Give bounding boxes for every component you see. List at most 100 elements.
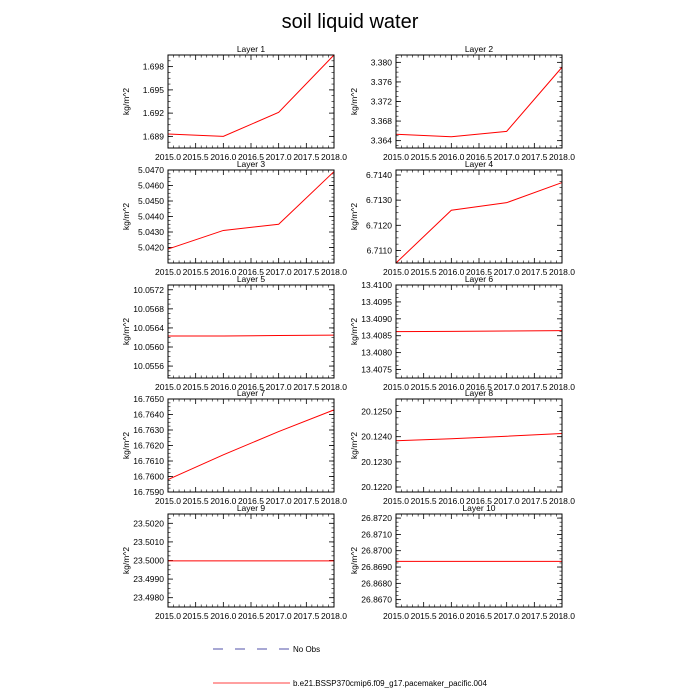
x-tick-label: 2015.0 <box>155 152 181 162</box>
x-tick-label: 2018.0 <box>549 267 575 277</box>
x-tick-label: 2015.5 <box>411 496 437 506</box>
y-tick-label: 3.368 <box>371 116 393 126</box>
series-line-1 <box>167 54 335 137</box>
y-tick-label: 20.1240 <box>361 432 392 442</box>
y-tick-label: 5.0440 <box>138 212 164 222</box>
x-tick-label: 2015.0 <box>155 496 181 506</box>
series-line-1 <box>395 66 563 138</box>
x-tick-label: 2017.5 <box>293 496 319 506</box>
plot-frame <box>167 398 335 493</box>
x-tick-label: 2016.5 <box>466 267 492 277</box>
y-tick-label: 5.0420 <box>138 243 164 253</box>
x-tick-label: 2015.5 <box>183 267 209 277</box>
x-tick-label: 2017.0 <box>266 267 292 277</box>
x-tick-label: 2018.0 <box>549 382 575 392</box>
y-axis-label: kg/m^2 <box>121 318 131 345</box>
y-tick-label: 16.7640 <box>133 410 164 420</box>
series-line-1 <box>168 334 335 337</box>
x-tick-label: 2015.5 <box>411 382 437 392</box>
y-tick-label: 13.4075 <box>361 365 392 375</box>
y-tick-label: 16.7620 <box>133 441 164 451</box>
y-tick-label: 10.0572 <box>133 285 164 295</box>
x-tick-label: 2018.0 <box>549 496 575 506</box>
x-tick-label: 2015.0 <box>155 267 181 277</box>
y-axis-label: kg/m^2 <box>121 88 131 115</box>
series-line-1 <box>395 330 563 333</box>
x-tick-label: 2016.0 <box>438 382 464 392</box>
y-tick-label: 16.7650 <box>133 394 164 404</box>
x-tick-label: 2016.5 <box>238 611 264 621</box>
x-tick-label: 2017.0 <box>494 496 520 506</box>
y-tick-label: 6.7110 <box>367 245 393 255</box>
series-line-1 <box>395 432 563 442</box>
x-tick-label: 2015.0 <box>155 611 181 621</box>
x-tick-label: 2017.0 <box>266 152 292 162</box>
plot-frame <box>395 398 563 493</box>
x-tick-label: 2017.5 <box>521 267 547 277</box>
y-tick-label: 3.364 <box>371 136 393 146</box>
y-tick-label: 23.5000 <box>133 556 164 566</box>
y-axis-label: kg/m^2 <box>121 547 131 574</box>
x-tick-label: 2016.5 <box>238 267 264 277</box>
series-line-1 <box>395 182 563 264</box>
y-tick-label: 1.695 <box>143 85 165 95</box>
x-tick-label: 2016.0 <box>438 496 464 506</box>
legend-label-no-obs: No Obs <box>293 645 320 654</box>
x-tick-label: 2015.5 <box>411 611 437 621</box>
y-tick-label: 20.1250 <box>361 407 392 417</box>
y-tick-label: 10.0564 <box>133 323 164 333</box>
x-tick-label: 2017.5 <box>521 382 547 392</box>
y-axis-label: kg/m^2 <box>349 432 359 459</box>
x-tick-label: 2017.0 <box>266 496 292 506</box>
x-tick-label: 2015.0 <box>383 382 409 392</box>
plot-frame <box>167 284 335 379</box>
x-tick-label: 2018.0 <box>549 611 575 621</box>
y-tick-label: 3.376 <box>371 77 393 87</box>
y-axis-label: kg/m^2 <box>121 432 131 459</box>
x-tick-label: 2017.0 <box>266 382 292 392</box>
x-tick-label: 2018.0 <box>321 152 347 162</box>
y-tick-label: 23.5020 <box>133 518 164 528</box>
x-tick-label: 2016.0 <box>438 267 464 277</box>
x-tick-label: 2016.0 <box>210 152 236 162</box>
x-tick-label: 2015.5 <box>183 496 209 506</box>
legend: No Obs b.e21.BSSP370cmip6.f09_g17.pacema… <box>213 645 487 688</box>
plot-frame <box>395 513 563 608</box>
y-tick-label: 5.0430 <box>138 227 164 237</box>
y-tick-label: 10.0556 <box>133 361 164 371</box>
y-tick-label: 26.8690 <box>361 562 392 572</box>
y-tick-label: 3.380 <box>371 57 393 67</box>
y-tick-label: 16.7610 <box>133 456 164 466</box>
x-tick-label: 2017.0 <box>494 152 520 162</box>
series-line-1 <box>167 171 335 250</box>
y-tick-label: 1.689 <box>143 131 165 141</box>
x-tick-label: 2018.0 <box>321 267 347 277</box>
panel-title: Layer 1 <box>237 44 266 54</box>
x-tick-label: 2017.0 <box>494 382 520 392</box>
y-axis-label: kg/m^2 <box>349 547 359 574</box>
y-tick-label: 5.0470 <box>138 165 164 175</box>
y-tick-label: 26.8700 <box>361 546 392 556</box>
plot-frame <box>395 54 563 149</box>
y-tick-label: 5.0460 <box>138 181 164 191</box>
y-tick-label: 13.4085 <box>361 331 392 341</box>
x-tick-label: 2017.5 <box>521 152 547 162</box>
x-tick-label: 2017.0 <box>266 611 292 621</box>
panel-title: Layer 3 <box>237 159 266 169</box>
panel-title: Layer 2 <box>465 44 494 54</box>
y-tick-label: 16.7600 <box>133 472 164 482</box>
y-tick-label: 20.1220 <box>361 482 392 492</box>
x-tick-label: 2015.0 <box>383 611 409 621</box>
x-tick-label: 2017.5 <box>293 152 319 162</box>
y-tick-label: 13.4090 <box>361 314 392 324</box>
x-tick-label: 2015.5 <box>183 382 209 392</box>
x-tick-label: 2015.5 <box>411 267 437 277</box>
